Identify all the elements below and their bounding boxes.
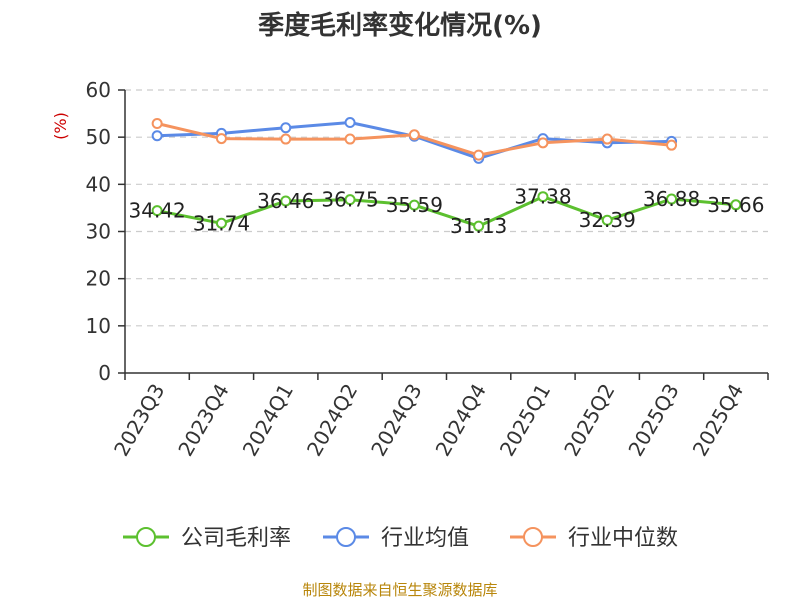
legend-marker-icon [136, 527, 156, 547]
data-point [151, 205, 163, 217]
legend-item-1[interactable]: 行业均值 [323, 526, 469, 551]
data-point [666, 139, 678, 151]
x-tick-label: 2024Q2 [302, 380, 362, 461]
data-point [151, 130, 163, 142]
data-point [473, 220, 485, 232]
source-note: 制图数据来自恒生聚源数据库 [302, 581, 497, 599]
data-label: 36.88 [643, 187, 700, 211]
y-tick-label: 40 [86, 172, 111, 196]
y-tick-label: 60 [86, 78, 111, 102]
data-point [601, 214, 613, 226]
data-point [473, 149, 485, 161]
data-point [730, 199, 742, 211]
y-tick-label: 10 [86, 314, 111, 338]
data-label: 35.66 [707, 193, 764, 217]
x-tick-label: 2025Q1 [495, 380, 555, 461]
x-tick-label: 2025Q3 [623, 380, 683, 461]
y-tick-label: 0 [98, 361, 111, 385]
x-tick-label: 2024Q3 [366, 380, 426, 461]
data-point [280, 133, 292, 145]
series-layer [151, 117, 742, 232]
data-point [344, 194, 356, 206]
y-tick-label: 50 [86, 125, 111, 149]
data-point [344, 133, 356, 145]
data-label: 37.38 [514, 185, 571, 209]
data-label: 31.13 [450, 214, 507, 238]
data-labels: 34.42 31.74 36.46 36.75 35.59 31.13 37.38 32.39… [129, 185, 765, 238]
data-label: 36.46 [257, 189, 314, 213]
data-point [215, 217, 227, 229]
data-label: 35.59 [386, 193, 443, 217]
data-point [280, 195, 292, 207]
data-label: 36.75 [321, 188, 378, 212]
x-tick-label: 2024Q4 [431, 380, 491, 461]
data-point [215, 133, 227, 145]
data-point [151, 117, 163, 129]
chart-title: 季度毛利率变化情况(%) [258, 10, 542, 41]
data-point [408, 129, 420, 141]
legend-marker-icon [336, 527, 356, 547]
y-tick-label: 20 [86, 267, 111, 291]
legend-label: 行业均值 [381, 526, 469, 551]
data-label: 32.39 [579, 208, 636, 232]
data-label: 31.74 [193, 211, 250, 235]
data-point [408, 199, 420, 211]
data-point [344, 117, 356, 129]
x-tick-label: 2025Q2 [559, 380, 619, 461]
y-tick-label: 30 [86, 220, 111, 244]
legend-label: 行业中位数 [568, 526, 678, 551]
legend-item-2[interactable]: 行业中位数 [510, 526, 678, 551]
x-tick-label: 2025Q4 [688, 380, 748, 461]
legend-marker-icon [523, 527, 543, 547]
grid-lines [125, 89, 768, 327]
x-tick-label: 2024Q1 [238, 380, 298, 461]
x-tick-label: 2023Q4 [173, 380, 233, 461]
legend-label: 公司毛利率 [181, 526, 291, 551]
data-point [666, 193, 678, 205]
legend[interactable]: 公司毛利率 行业均值 行业中位数 [123, 526, 678, 551]
x-tick-label: 2023Q3 [109, 380, 169, 461]
data-point [537, 137, 549, 149]
data-label: 34.42 [129, 199, 186, 223]
data-point [280, 122, 292, 134]
legend-item-0[interactable]: 公司毛利率 [123, 526, 291, 551]
series-line-0 [156, 195, 737, 228]
data-point [537, 191, 549, 203]
y-axis-unit: (%) [51, 112, 70, 140]
data-point [601, 133, 613, 145]
